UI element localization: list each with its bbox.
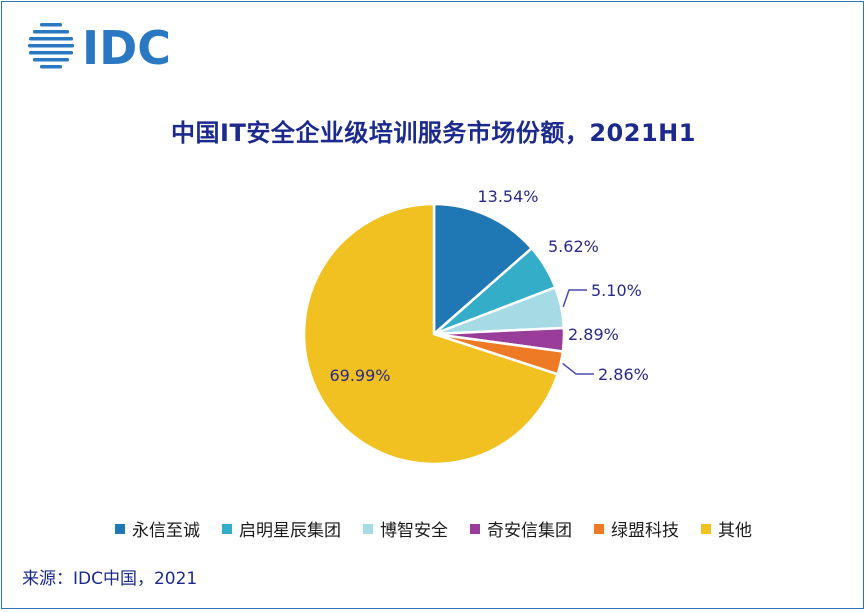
legend-label: 启明星辰集团	[239, 521, 341, 541]
data-label-3: 5.10%	[591, 281, 642, 300]
leader-line-3	[562, 289, 587, 308]
data-label-2: 5.62%	[548, 237, 599, 256]
legend-label: 奇安信集团	[487, 521, 572, 541]
legend-swatch	[470, 523, 480, 534]
pie-slice-1	[432, 202, 534, 337]
leader-line-5	[562, 362, 594, 375]
legend-swatch	[222, 523, 232, 534]
data-label-4: 2.89%	[568, 325, 619, 344]
legend-label: 绿盟科技	[611, 521, 679, 541]
data-label-1: 13.54%	[477, 187, 538, 206]
data-label-5: 2.86%	[598, 365, 649, 384]
globe-icon	[28, 23, 74, 69]
chart-title: 中国IT安全企业级培训服务市场份额，2021H1	[171, 119, 696, 147]
logo-text: IDC	[82, 21, 171, 70]
data-label-6: 69.99%	[329, 366, 390, 385]
legend-swatch	[363, 523, 373, 534]
legend-label: 其他	[718, 521, 752, 541]
legend-item-2: 启明星辰集团	[222, 516, 341, 541]
legend-item-6: 其他	[701, 516, 752, 541]
legend-label: 永信至诚	[132, 521, 200, 541]
legend-item-5: 绿盟科技	[594, 516, 679, 541]
legend-swatch	[115, 523, 125, 534]
legend-label: 博智安全	[380, 521, 448, 541]
pie-slice-6	[302, 202, 560, 466]
legend-swatch	[594, 523, 604, 534]
legend-item-4: 奇安信集团	[470, 516, 572, 541]
legend-item-1: 永信至诚	[115, 516, 200, 541]
legend: 永信至诚 启明星辰集团 博智安全 奇安信集团 绿盟科技 其他	[0, 516, 867, 541]
legend-item-3: 博智安全	[363, 516, 448, 541]
idc-logo: IDC	[28, 21, 171, 70]
legend-swatch	[701, 523, 711, 534]
source-note: 来源：IDC中国，2021	[22, 569, 198, 589]
